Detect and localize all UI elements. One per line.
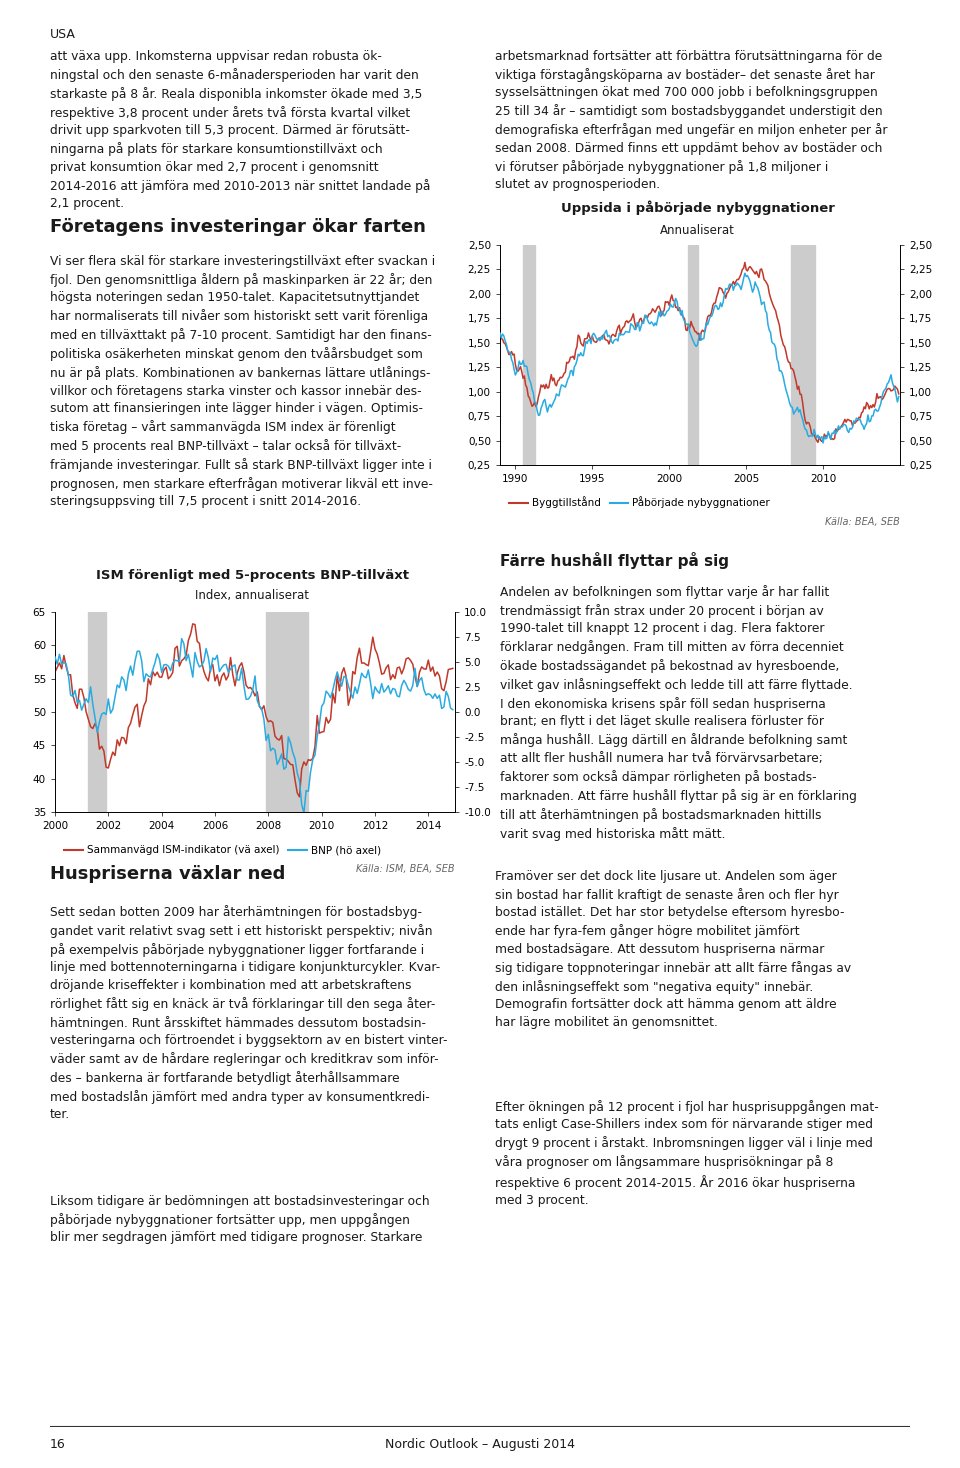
Legend: Byggtillstånd, Påbörjade nybyggnationer: Byggtillstånd, Påbörjade nybyggnationer (505, 492, 775, 512)
Text: Sett sedan botten 2009 har återhämtningen för bostadsbyg-
gandet varit relativt : Sett sedan botten 2009 har återhämtninge… (50, 904, 447, 1122)
Legend: Sammanvägd ISM-indikator (vä axel), BNP (hö axel): Sammanvägd ISM-indikator (vä axel), BNP … (60, 841, 385, 860)
Text: Källa: ISM, BEA, SEB: Källa: ISM, BEA, SEB (356, 865, 455, 873)
Text: Färre hushåll flyttar på sig: Färre hushåll flyttar på sig (500, 552, 729, 570)
Bar (791, 245, 815, 465)
Text: Företagens investeringar ökar farten: Företagens investeringar ökar farten (50, 219, 426, 236)
Text: att växa upp. Inkomsterna uppvisar redan robusta ök-
ningstal och den senaste 6-: att växa upp. Inkomsterna uppvisar redan… (50, 50, 430, 210)
Bar (688, 245, 699, 465)
Text: Källa: BEA, SEB: Källa: BEA, SEB (826, 517, 900, 527)
Text: 16: 16 (50, 1439, 65, 1450)
Text: Uppsida i påbörjade nybyggnationer: Uppsida i påbörjade nybyggnationer (561, 201, 834, 214)
Text: Index, annualiserat: Index, annualiserat (196, 589, 309, 602)
Bar (523, 245, 536, 465)
Text: ISM förenligt med 5-procents BNP-tillväxt: ISM förenligt med 5-procents BNP-tillväx… (96, 570, 409, 581)
Text: Liksom tidigare är bedömningen att bostadsinvesteringar och
påbörjade nybyggnati: Liksom tidigare är bedömningen att bosta… (50, 1195, 430, 1245)
Text: Annualiserat: Annualiserat (660, 225, 735, 236)
Text: Efter ökningen på 12 procent i fjol har husprisuppgången mat-
tats enligt Case-S: Efter ökningen på 12 procent i fjol har … (495, 1100, 878, 1207)
Text: Nordic Outlook – Augusti 2014: Nordic Outlook – Augusti 2014 (385, 1439, 575, 1450)
Bar (266, 612, 308, 812)
Text: Huspriserna växlar ned: Huspriserna växlar ned (50, 865, 285, 882)
Text: Framöver ser det dock lite ljusare ut. Andelen som äger
sin bostad har fallit kr: Framöver ser det dock lite ljusare ut. A… (495, 871, 852, 1029)
Text: USA: USA (50, 28, 76, 41)
Text: arbetsmarknad fortsätter att förbättra förutsättningarna för de
viktiga förstagå: arbetsmarknad fortsätter att förbättra f… (495, 50, 887, 191)
Text: Andelen av befolkningen som flyttar varje år har fallit
trendmässigt från strax : Andelen av befolkningen som flyttar varj… (500, 586, 857, 841)
Bar (88, 612, 106, 812)
Text: Vi ser flera skäl för starkare investeringstillväxt efter svackan i
fjol. Den ge: Vi ser flera skäl för starkare investeri… (50, 255, 435, 508)
